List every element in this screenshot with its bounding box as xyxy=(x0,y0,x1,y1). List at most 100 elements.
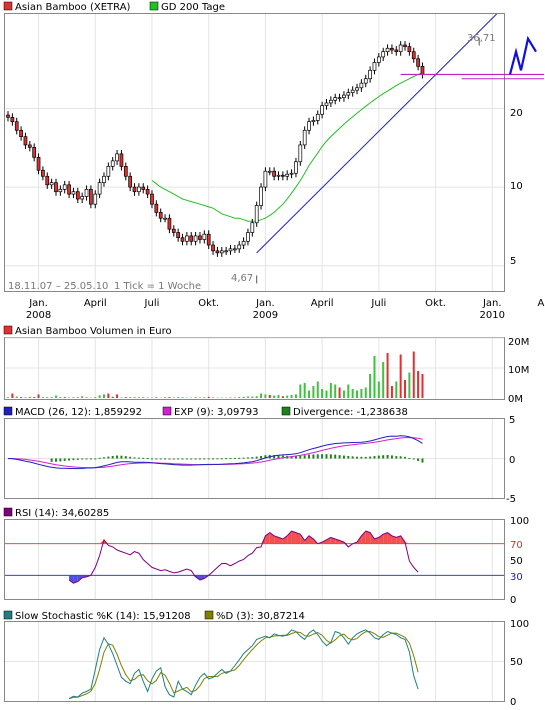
volume-bar xyxy=(116,394,119,398)
candle-down xyxy=(211,244,215,252)
volume-bar xyxy=(203,397,206,398)
divergence-bar xyxy=(404,456,407,459)
volume-bar xyxy=(102,394,105,398)
divergence-bar xyxy=(133,457,136,459)
rsi-overbought-fill xyxy=(295,532,301,544)
candle-down xyxy=(281,174,285,177)
divergence-bar xyxy=(164,458,167,460)
rsi-overbought-fill xyxy=(274,535,279,544)
projection-arrow xyxy=(508,35,537,75)
macd-legend-1: MACD (26, 12): 1,859292 xyxy=(15,407,142,418)
price-legend-swatch-1 xyxy=(3,1,13,11)
divergence-bar xyxy=(351,456,354,459)
rsi-overbought-fill xyxy=(304,535,310,544)
candle-up xyxy=(115,153,119,162)
divergence-bar xyxy=(417,458,420,461)
volume-bar xyxy=(28,396,31,398)
candle-up xyxy=(80,196,85,200)
volume-bar xyxy=(233,397,236,398)
divergence-bar xyxy=(54,458,57,462)
candle-down xyxy=(411,51,416,60)
candle-down xyxy=(128,175,133,188)
candle-down xyxy=(75,191,80,200)
volume-bar xyxy=(386,353,389,398)
rsi-overbought-fill xyxy=(326,537,331,544)
volume-bar xyxy=(181,397,184,398)
candle-down xyxy=(141,186,146,190)
tick-size-label: 1 Tick = 1 Woche xyxy=(114,281,201,292)
price-tick-10: 10 xyxy=(510,181,523,192)
divergence-bar xyxy=(85,458,88,460)
candle-up xyxy=(58,189,63,193)
divergence-bar xyxy=(102,457,105,459)
ma200-line xyxy=(151,72,423,222)
candle-down xyxy=(119,153,124,167)
volume-bar xyxy=(37,394,40,398)
volume-bar xyxy=(46,397,49,398)
volume-bar xyxy=(24,397,27,398)
candle-up xyxy=(241,240,246,246)
volume-tick-10m: 10M xyxy=(508,365,529,376)
volume-bar xyxy=(251,396,254,398)
divergence-bar xyxy=(342,455,345,459)
candle-down xyxy=(150,193,154,205)
rsi-oversold-fill xyxy=(69,575,74,584)
divergence-bar xyxy=(360,456,363,459)
volume-bar xyxy=(299,384,302,398)
candle-up xyxy=(368,69,372,80)
volume-tick-20m: 20M xyxy=(508,337,529,348)
divergence-bar xyxy=(198,458,201,460)
divergence-bar xyxy=(255,456,258,459)
candle-down xyxy=(167,217,172,230)
divergence-bar xyxy=(290,456,293,459)
x-tick-label: April xyxy=(311,298,334,309)
volume-bar xyxy=(395,381,398,398)
stoch-d-line xyxy=(68,630,419,700)
rsi-overbought-fill xyxy=(287,531,292,544)
volume-bar xyxy=(164,397,167,398)
candle-up xyxy=(163,217,167,220)
volume-bar xyxy=(63,397,66,398)
divergence-bar xyxy=(281,455,284,459)
divergence-bar xyxy=(312,454,315,459)
divergence-bar xyxy=(225,458,228,460)
candle-up xyxy=(228,248,233,252)
candle-up xyxy=(315,113,320,121)
volume-bar xyxy=(98,395,101,398)
candle-up xyxy=(110,160,115,167)
macd-line xyxy=(7,435,423,470)
divergence-bar xyxy=(107,456,110,459)
price-panel: Asian Bamboo (XETRA) GD 200 Tage 20 10 5… xyxy=(3,1,545,321)
macd-legend-3: Divergence: -1,238638 xyxy=(293,407,408,418)
divergence-bar xyxy=(338,455,341,459)
macd-legend-swatch-2 xyxy=(162,406,172,416)
x-tick-label: Juli xyxy=(370,298,386,309)
candle-up xyxy=(185,235,189,242)
volume-bar xyxy=(373,356,376,398)
divergence-bar xyxy=(273,455,276,459)
divergence-bar xyxy=(190,458,193,460)
rsi-tick-100: 100 xyxy=(510,516,529,527)
candle-up xyxy=(219,250,224,254)
candle-down xyxy=(215,250,220,254)
date-range-label: 18.11.07 – 25.05.10 xyxy=(8,281,108,292)
volume-bar xyxy=(68,397,71,398)
volume-bar xyxy=(81,396,84,398)
macd-tick-5: 5 xyxy=(509,415,515,426)
divergence-bar xyxy=(251,457,254,459)
rsi-overbought-fill xyxy=(361,531,366,544)
volume-bar xyxy=(246,396,249,398)
volume-bar xyxy=(133,397,136,398)
candle-down xyxy=(36,156,41,171)
divergence-bar xyxy=(364,456,367,459)
volume-bar xyxy=(334,384,337,398)
price-plot-area xyxy=(4,13,505,292)
volume-bar xyxy=(129,397,132,398)
volume-bar xyxy=(194,397,197,398)
stoch-legend-swatch-2 xyxy=(204,610,214,620)
volume-bar xyxy=(329,383,332,398)
divergence-bar xyxy=(76,458,79,460)
low-label: 4,67 xyxy=(231,273,253,284)
candle-up xyxy=(254,205,259,224)
